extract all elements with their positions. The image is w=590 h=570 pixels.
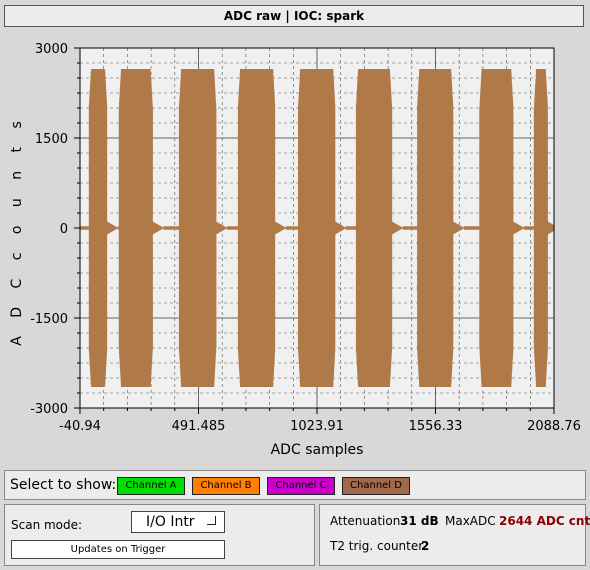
y-axis-title: A D C c o u n t s: [9, 114, 25, 346]
attenuation-label: Attenuation: [330, 514, 401, 528]
channel-select-bar: Select to show: Channel A Channel B Chan…: [4, 470, 586, 500]
updates-on-trigger-button[interactable]: Updates on Trigger: [11, 540, 225, 559]
scan-mode-value: I/O Intr: [146, 514, 195, 530]
maxadc-label: MaxADC: [445, 514, 496, 528]
window-title: ADC raw | IOC: spark: [4, 5, 584, 27]
y-tick-label: 0: [60, 222, 68, 237]
x-axis-title: ADC samples: [271, 442, 364, 458]
x-tick-label: 1556.33: [409, 419, 463, 434]
adc-plot: -40.94 491.485 1023.91 1556.33 2088.76 3000 15…: [9, 42, 581, 458]
x-tick-label: 2088.76: [527, 419, 581, 434]
stats-panel: Attenuation 31 dB MaxADC 2644 ADC cnt T2…: [319, 504, 590, 566]
scan-panel: Scan mode: I/O Intr Updates on Trigger: [4, 504, 315, 566]
channel-d-button[interactable]: Channel D: [342, 477, 410, 495]
channel-a-button[interactable]: Channel A: [117, 477, 185, 495]
dropdown-arrow-icon: [207, 516, 216, 525]
waveform-series: [79, 69, 555, 387]
y-tick-label: -3000: [30, 402, 68, 417]
scan-mode-dropdown[interactable]: I/O Intr: [131, 511, 225, 533]
scan-mode-label: Scan mode:: [11, 518, 83, 532]
maxadc-value: 2644 ADC cnt: [499, 514, 590, 528]
adc-waveform-line: [79, 69, 555, 387]
channel-b-button[interactable]: Channel B: [192, 477, 260, 495]
select-label: Select to show:: [10, 477, 117, 493]
y-tick-label: 3000: [35, 42, 68, 57]
x-tick-label: -40.94: [59, 419, 101, 434]
axes: -40.94 491.485 1023.91 1556.33 2088.76 3000 15…: [30, 42, 581, 434]
x-tick-label: 491.485: [172, 419, 226, 434]
t2-counter-value: 2: [421, 539, 430, 553]
y-tick-label: 1500: [35, 132, 68, 147]
t2-counter-label: T2 trig. counter: [330, 539, 424, 553]
x-tick-label: 1023.91: [290, 419, 344, 434]
attenuation-value: 31 dB: [400, 514, 439, 528]
channel-c-button[interactable]: Channel C: [267, 477, 335, 495]
y-tick-label: -1500: [30, 312, 68, 327]
